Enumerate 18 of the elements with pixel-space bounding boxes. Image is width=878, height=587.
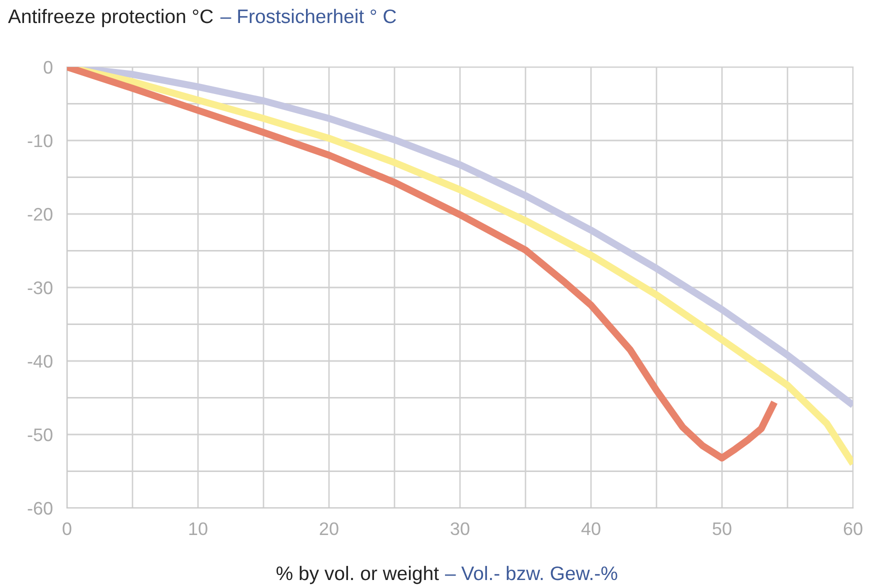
x-tick-label: 20	[320, 522, 338, 536]
chart-subtitle: – Frostsicherheit ° C	[220, 8, 396, 24]
text: – Vol.- bzw. Gew.-%	[445, 566, 618, 580]
y-tick-label: 0	[44, 60, 52, 74]
y-tick-label: -30	[28, 281, 52, 294]
x-tick-label: 0	[62, 522, 72, 536]
x-tick-label: 60	[844, 522, 862, 536]
x-tick-label: 10	[189, 522, 208, 536]
x-tick-label: 40	[581, 522, 600, 536]
x-tick-label: 30	[450, 522, 470, 536]
y-tick-label: -40	[28, 354, 52, 368]
x-axis-title: % by vol. or weight	[276, 566, 439, 584]
y-tick-label: -10	[28, 134, 52, 148]
y-tick-label: -50	[28, 428, 52, 442]
chart-title: Antifreeze protection °C	[8, 8, 213, 28]
y-tick-label: -60	[28, 502, 52, 515]
y-tick-label: -20	[28, 208, 52, 221]
x-tick-label: 50	[712, 522, 732, 536]
